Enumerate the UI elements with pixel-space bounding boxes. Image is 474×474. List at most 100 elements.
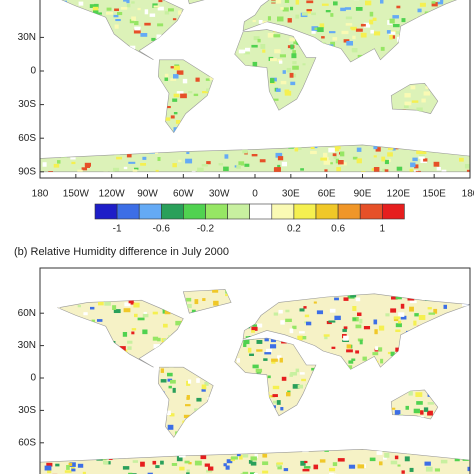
speckle <box>378 347 383 352</box>
lat-label: 30N <box>18 32 36 43</box>
speckle <box>392 147 396 151</box>
speckle <box>295 147 302 150</box>
colorbar-box <box>381 203 405 220</box>
speckle <box>98 12 102 15</box>
speckle <box>404 456 410 462</box>
colorbar-box <box>183 203 206 220</box>
speckle <box>400 303 405 309</box>
speckle <box>431 1 436 4</box>
speckle <box>380 358 384 364</box>
speckle <box>424 461 431 466</box>
speckle <box>300 460 306 466</box>
speckle <box>393 24 400 28</box>
speckle <box>185 158 193 164</box>
speckle <box>381 156 386 162</box>
speckle <box>387 351 392 355</box>
speckle <box>299 372 305 375</box>
speckle <box>295 14 300 19</box>
speckle <box>250 456 257 461</box>
speckle <box>321 36 325 39</box>
speckle <box>414 164 419 169</box>
speckle <box>387 152 393 157</box>
speckle <box>270 0 277 3</box>
speckle <box>223 166 229 172</box>
speckle <box>205 78 210 81</box>
lon-label: 60E <box>318 189 336 200</box>
speckle <box>404 101 412 106</box>
speckle <box>352 317 357 321</box>
speckle <box>282 70 286 74</box>
speckle <box>158 0 163 3</box>
speckle <box>94 3 99 9</box>
speckle <box>78 1 84 6</box>
speckle <box>44 465 52 471</box>
lon-label: 30W <box>209 189 230 200</box>
speckle <box>330 41 336 47</box>
speckle <box>131 328 137 331</box>
speckle <box>375 147 381 152</box>
speckle <box>283 468 289 472</box>
colorbar-box <box>205 203 228 220</box>
speckle <box>355 350 360 354</box>
speckle <box>262 470 269 474</box>
speckle <box>333 1 338 6</box>
speckle <box>289 37 295 42</box>
speckle <box>134 26 141 31</box>
speckle <box>304 314 310 318</box>
speckle <box>167 372 173 377</box>
speckle <box>304 460 308 464</box>
speckle <box>71 468 76 472</box>
speckle <box>116 156 123 160</box>
speckle <box>328 320 336 323</box>
lon-label: 120W <box>99 189 126 200</box>
speckle <box>218 163 224 166</box>
speckle <box>186 297 192 302</box>
speckle <box>290 81 296 86</box>
speckle <box>188 462 192 465</box>
speckle <box>379 461 383 466</box>
speckle <box>286 392 291 397</box>
speckle <box>144 9 149 15</box>
speckle <box>202 386 207 390</box>
speckle <box>271 358 278 362</box>
land <box>39 289 471 474</box>
speckle <box>346 41 354 46</box>
speckle <box>251 44 258 48</box>
lat-label: 60S <box>18 133 36 144</box>
speckle <box>171 463 178 466</box>
speckle <box>114 8 119 12</box>
speckle <box>223 463 227 467</box>
speckle <box>329 472 334 474</box>
speckle <box>277 59 282 62</box>
speckle <box>280 407 284 411</box>
speckle <box>157 23 164 27</box>
speckle <box>277 355 282 360</box>
speckle <box>132 460 139 463</box>
speckle <box>346 365 353 370</box>
speckle <box>289 328 294 334</box>
speckle <box>66 465 70 470</box>
speckle <box>397 464 401 467</box>
colorbar-box <box>337 203 361 220</box>
colorbar-box <box>227 203 251 220</box>
speckle <box>279 60 283 64</box>
panel-title: (b) Relative Humidity difference in July… <box>14 246 229 258</box>
speckle <box>384 159 389 165</box>
speckle <box>324 335 328 340</box>
speckle <box>236 358 241 363</box>
speckle <box>157 337 161 342</box>
speckle <box>401 470 405 474</box>
speckle <box>194 299 199 305</box>
speckle <box>275 152 283 158</box>
speckle <box>340 151 345 157</box>
speckle <box>264 338 269 342</box>
speckle <box>384 169 389 172</box>
speckle <box>419 154 425 159</box>
speckle <box>469 170 470 172</box>
colorbar-box <box>249 203 273 220</box>
speckle <box>119 346 126 351</box>
speckle <box>245 47 251 53</box>
speckle <box>55 463 60 467</box>
speckle <box>224 154 229 159</box>
speckle <box>257 38 261 43</box>
